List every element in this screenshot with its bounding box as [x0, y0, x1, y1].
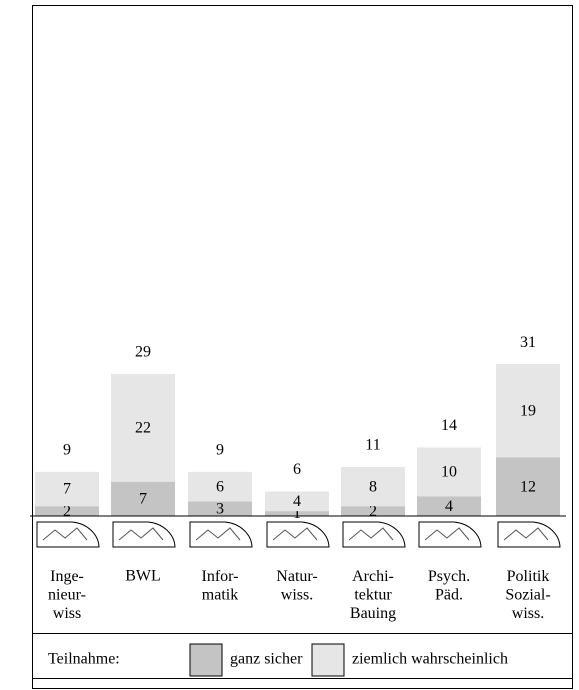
legend-label: ganz sicher [230, 651, 303, 668]
bar-segment [496, 364, 560, 458]
value-label: 4 [293, 493, 301, 510]
total-label: 9 [216, 442, 224, 459]
bar-segment [496, 457, 560, 516]
bar-segment [265, 491, 329, 512]
category-icon-detail [42, 527, 88, 541]
legend-swatch [311, 643, 345, 677]
total-label: 29 [135, 344, 151, 361]
value-label: 7 [63, 481, 71, 498]
x-tick-label: Politik Sozial-wiss. [505, 568, 550, 622]
frame [32, 5, 573, 689]
x-tick-label: Psych. Päd. [428, 568, 470, 604]
value-label: 19 [520, 402, 536, 419]
bar-segment [188, 501, 252, 516]
value-label: 1 [293, 505, 301, 522]
bar-segment [35, 471, 99, 507]
bar-segment [417, 496, 481, 516]
x-tick-label: Infor-matik [202, 568, 239, 604]
category-icon [342, 521, 406, 548]
x-tick-label: BWL [125, 568, 161, 585]
category-icon [189, 521, 253, 548]
category-icon [497, 521, 561, 548]
value-label: 2 [63, 503, 71, 520]
legend-label: ziemlich wahrscheinlich [352, 651, 508, 668]
category-icon-detail [272, 527, 318, 541]
total-label: 11 [365, 437, 380, 454]
x-tick-label: Archi-tektur Bauing [350, 568, 396, 622]
category-icon-detail [348, 527, 394, 541]
bar-segment [341, 506, 405, 516]
category-icon-detail [424, 527, 470, 541]
value-label: 22 [135, 419, 151, 436]
category-icon [36, 521, 100, 548]
value-label: 4 [445, 498, 453, 515]
legend-box [32, 633, 573, 679]
total-label: 9 [63, 442, 71, 459]
value-label: 8 [369, 478, 377, 495]
bar-segment [35, 506, 99, 516]
total-label: 31 [520, 334, 536, 351]
value-label: 12 [520, 478, 536, 495]
bar-segment [341, 467, 405, 507]
legend-title: Teilnahme: [48, 651, 120, 668]
category-icon [112, 521, 176, 548]
total-label: 6 [293, 461, 301, 478]
total-label: 14 [441, 417, 457, 434]
bar-segment [417, 447, 481, 497]
category-icon [266, 521, 330, 548]
bar-segment [111, 481, 175, 516]
category-icon [418, 521, 482, 548]
value-label: 2 [369, 503, 377, 520]
category-icon-detail [503, 527, 549, 541]
category-icon-detail [195, 527, 241, 541]
value-label: 10 [441, 464, 457, 481]
x-tick-label: Natur-wiss. [276, 568, 317, 604]
value-label: 7 [139, 491, 147, 508]
value-label: 6 [216, 478, 224, 495]
bar-segment [111, 373, 175, 482]
bar-segment [265, 511, 329, 516]
bar-segment [188, 471, 252, 502]
x-tick-label: Inge-nieur-wiss [48, 568, 86, 622]
category-icon-detail [118, 527, 164, 541]
legend-swatch [189, 643, 223, 677]
value-label: 3 [216, 500, 224, 517]
